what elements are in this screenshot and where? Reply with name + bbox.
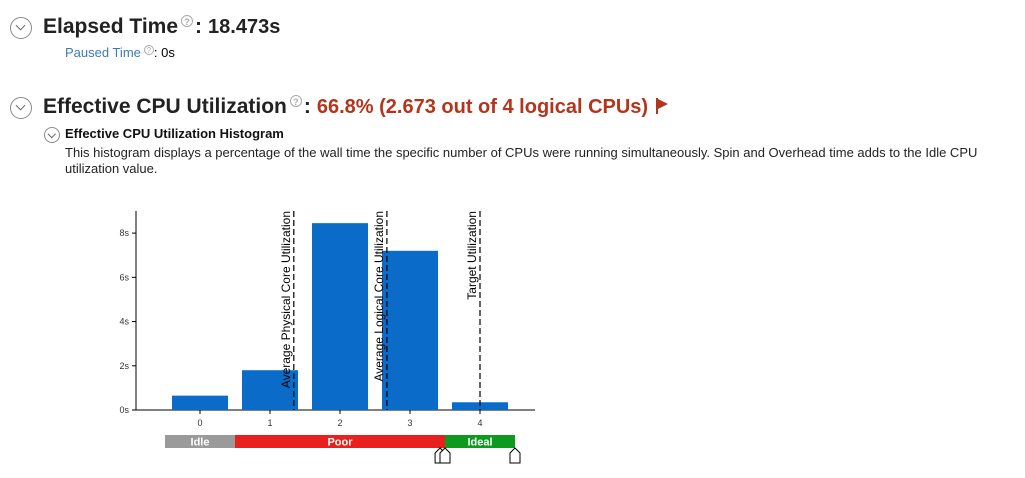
elapsed-time-value: 18.473s — [208, 16, 281, 38]
histogram-title: Effective CPU Utilization Histogram — [65, 126, 284, 141]
cpu-utilization-title: Effective CPU Utilization?:66.8% (2.673 … — [43, 95, 669, 119]
elapsed-time-collapse-icon[interactable] — [10, 17, 32, 39]
utilization-band-label: Idle — [191, 437, 210, 449]
utilization-band — [165, 435, 235, 448]
elapsed-time-label: Elapsed Time — [43, 15, 179, 38]
utilization-band-label: Poor — [327, 437, 353, 449]
paused-time-row: Paused Time?: 0s — [65, 45, 175, 60]
elapsed-time-title: Elapsed Time?:18.473s — [43, 15, 280, 39]
bar — [312, 223, 368, 410]
reference-line-label: Target Utilization — [465, 211, 479, 300]
cpu-utilization-colon: : — [303, 95, 311, 118]
reference-line-label: Average Logical Core Utilization — [372, 211, 386, 382]
x-tick-label: 4 — [477, 418, 482, 428]
histogram-collapse-icon[interactable] — [44, 127, 60, 143]
x-tick-label: 2 — [337, 418, 342, 428]
cpu-utilization-collapse-icon[interactable] — [10, 97, 32, 119]
y-tick-label: 6s — [119, 272, 129, 282]
y-tick-label: 0s — [119, 405, 129, 415]
elapsed-time-help-icon[interactable]: ? — [181, 15, 194, 27]
bar — [242, 370, 298, 410]
reference-line-label: Average Physical Core Utilization — [279, 211, 293, 388]
x-tick-label: 1 — [267, 418, 272, 428]
y-tick-label: 2s — [119, 361, 129, 371]
cpu-utilization-value: 66.8% (2.673 out of 4 logical CPUs) — [316, 96, 649, 118]
utilization-band-label: Ideal — [467, 437, 492, 449]
elapsed-time-colon: : — [195, 15, 203, 38]
cpu-utilization-label: Effective CPU Utilization — [43, 95, 287, 118]
bar — [172, 395, 228, 410]
paused-time-link[interactable]: Paused Time — [65, 45, 141, 60]
y-tick-label: 4s — [119, 317, 129, 327]
cpu-utilization-help-icon[interactable]: ? — [289, 95, 302, 107]
range-marker-icon — [509, 447, 521, 464]
y-tick-label: 8s — [119, 228, 129, 238]
x-tick-label: 0 — [197, 418, 202, 428]
paused-time-colon: : — [153, 45, 158, 60]
x-tick-label: 3 — [407, 418, 412, 428]
bar — [382, 250, 438, 410]
bar — [452, 402, 508, 410]
utilization-band — [445, 435, 515, 448]
histogram-description: This histogram displays a percentage of … — [65, 145, 978, 176]
paused-time-help-icon[interactable]: ? — [143, 45, 154, 55]
utilization-band — [235, 435, 445, 448]
range-marker-icon — [439, 447, 451, 464]
paused-time-value: 0s — [161, 45, 175, 60]
flag-icon — [656, 98, 669, 114]
